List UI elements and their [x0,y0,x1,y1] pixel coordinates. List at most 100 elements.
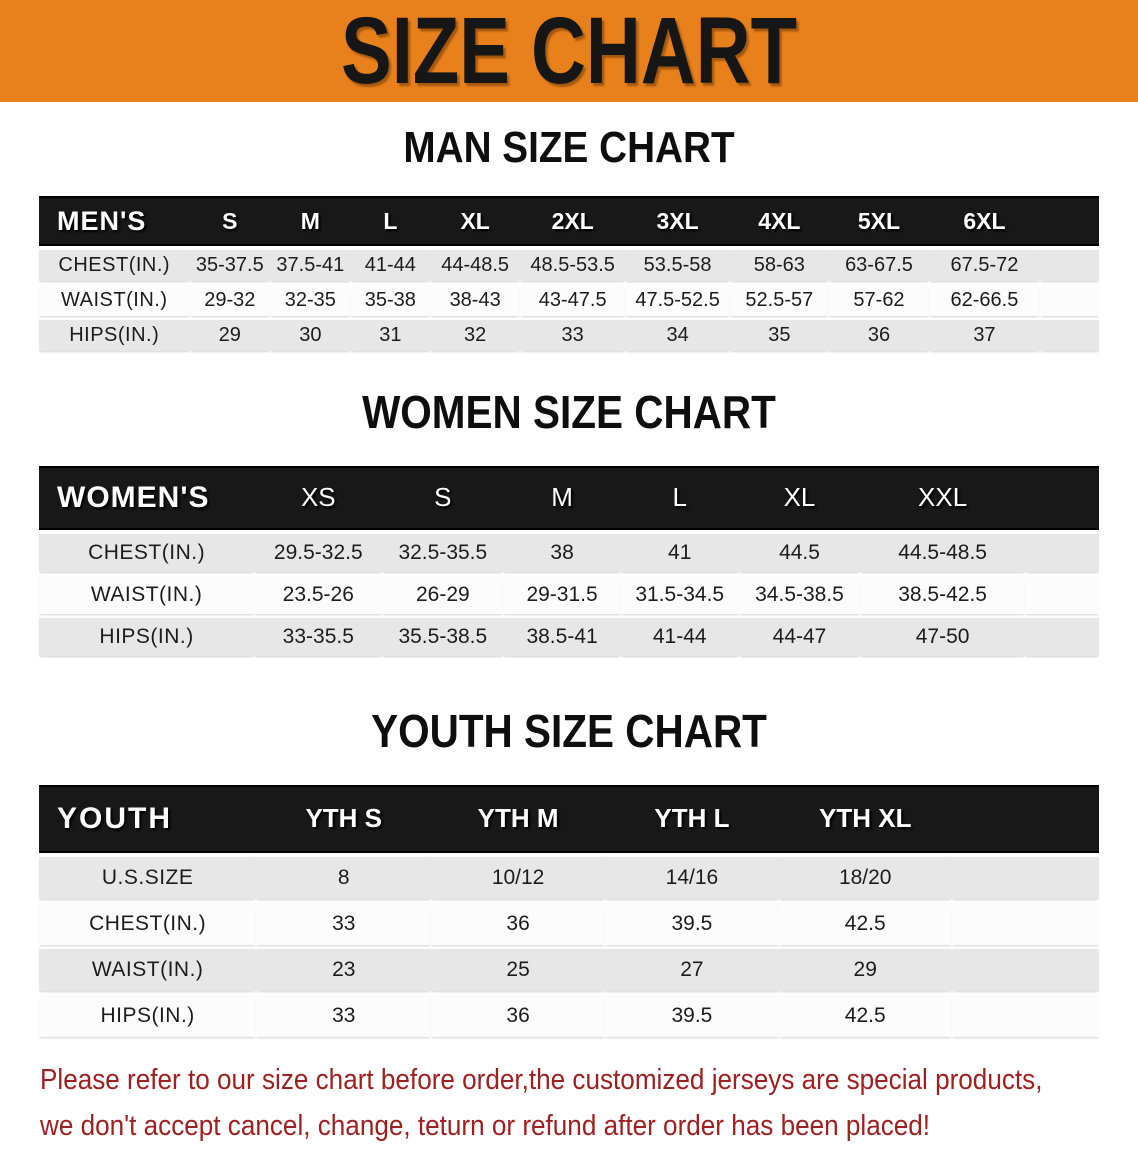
size-value: 35.5-38.5 [382,617,504,656]
table-row: HIPS(IN.) 33-35.5 35.5-38.5 38.5-41 41-44 44-… [39,617,1099,656]
column-header: 2XL [520,196,626,247]
table-title: WOMEN'S [39,465,255,530]
size-value: 41-44 [350,250,431,282]
youth-section-heading: YOUTH SIZE CHART [371,704,767,757]
size-value: 32-35 [270,285,351,317]
size-value: 8 [256,856,432,899]
size-value: 18/20 [778,856,952,899]
size-value: 35 [730,320,829,352]
column-header: L [620,465,739,530]
men-section-heading: MAN SIZE CHART [403,123,735,172]
men-size-table: MEN'S S M L XL 2XL 3XL 4XL 5XL 6XL CHEST(IN.) 35-37… [39,192,1099,355]
column-header: M [503,465,621,530]
column-header: YTH L [605,784,779,853]
women-size-table: WOMEN'S XS S M L XL XXL CHEST(IN.) 29.5-32.5 32.5… [39,462,1099,660]
size-value: 41 [620,533,739,572]
column-header: YTH XL [778,784,952,853]
row-spacer [951,856,1099,899]
header-row: MEN'S S M L XL 2XL 3XL 4XL 5XL 6XL [39,196,1099,247]
row-spacer [1039,250,1099,282]
size-value: 44.5 [738,533,861,572]
table-row: WAIST(IN.) 23 25 27 29 [39,948,1099,991]
row-spacer [951,902,1099,945]
column-header: S [189,196,271,247]
row-label: CHEST(IN.) [39,250,190,282]
size-value: 44-47 [738,617,861,656]
row-spacer [1024,575,1099,614]
column-header: XL [430,196,521,247]
size-value: 44-48.5 [430,250,521,282]
banner-title: SIZE CHART [341,0,797,102]
size-value: 29-31.5 [503,575,621,614]
column-header: XL [738,465,861,530]
size-value: 39.5 [605,994,779,1037]
header-row: YOUTH YTH S YTH M YTH L YTH XL [39,784,1099,853]
table-row: CHEST(IN.) 33 36 39.5 42.5 [39,902,1099,945]
size-value: 52.5-57 [730,285,829,317]
banner: SIZE CHART [0,0,1138,102]
size-value: 48.5-53.5 [520,250,626,282]
youth-size-table: YOUTH YTH S YTH M YTH L YTH XL U.S.SIZE 8 10/12… [39,781,1099,1041]
size-value: 34 [625,320,731,352]
size-value: 35-38 [350,285,431,317]
size-value: 10/12 [431,856,606,899]
row-label: HIPS(IN.) [39,320,190,352]
column-header: YTH S [256,784,432,853]
disclaimer: Please refer to our size chart before or… [40,1057,1120,1149]
size-value: 29.5-32.5 [254,533,383,572]
size-value: 57-62 [828,285,930,317]
youth-table-wrap: YOUTH YTH S YTH M YTH L YTH XL U.S.SIZE 8 10/12… [39,781,1099,1041]
size-value: 38.5-41 [503,617,621,656]
table-row: WAIST(IN.) 23.5-26 26-29 29-31.5 31.5-34.5 34… [39,575,1099,614]
row-label: WAIST(IN.) [39,575,255,614]
size-value: 42.5 [778,994,952,1037]
column-header: 3XL [625,196,731,247]
size-value: 36 [431,994,606,1037]
men-table-wrap: MEN'S S M L XL 2XL 3XL 4XL 5XL 6XL CHEST(IN.) 35-37… [39,192,1099,355]
header-row: WOMEN'S XS S M L XL XXL [39,465,1099,530]
size-value: 33-35.5 [254,617,383,656]
column-header: 4XL [730,196,829,247]
size-value: 23 [256,948,432,991]
size-value: 29-32 [189,285,271,317]
header-spacer [1039,196,1099,247]
size-value: 38.5-42.5 [860,575,1025,614]
header-spacer [1024,465,1099,530]
size-value: 37 [929,320,1040,352]
size-value: 38 [503,533,621,572]
row-spacer [1039,320,1099,352]
size-value: 41-44 [620,617,739,656]
size-value: 27 [605,948,779,991]
size-value: 58-63 [730,250,829,282]
size-value: 32 [430,320,521,352]
size-value: 14/16 [605,856,779,899]
table-row: CHEST(IN.) 29.5-32.5 32.5-35.5 38 41 44.5 44.5… [39,533,1099,572]
size-value: 33 [520,320,626,352]
size-value: 33 [256,994,432,1037]
row-label: HIPS(IN.) [39,617,255,656]
size-value: 47.5-52.5 [625,285,731,317]
size-value: 43-47.5 [520,285,626,317]
row-spacer [951,948,1099,991]
row-spacer [1024,617,1099,656]
size-value: 47-50 [860,617,1025,656]
size-value: 62-66.5 [929,285,1040,317]
row-label: WAIST(IN.) [39,948,257,991]
column-header: XS [254,465,383,530]
row-label: HIPS(IN.) [39,994,257,1037]
size-value: 38-43 [430,285,521,317]
table-row: U.S.SIZE 8 10/12 14/16 18/20 [39,856,1099,899]
size-value: 29 [778,948,952,991]
size-value: 67.5-72 [929,250,1040,282]
size-value: 32.5-35.5 [382,533,504,572]
disclaimer-line-1: Please refer to our size chart before or… [40,1063,1043,1096]
column-header: YTH M [431,784,606,853]
row-label: CHEST(IN.) [39,533,255,572]
column-header: M [270,196,351,247]
size-value: 37.5-41 [270,250,351,282]
size-value: 25 [431,948,606,991]
table-title: YOUTH [39,784,257,853]
column-header: L [350,196,431,247]
women-table-wrap: WOMEN'S XS S M L XL XXL CHEST(IN.) 29.5-32.5 32.5… [39,462,1099,660]
size-value: 39.5 [605,902,779,945]
